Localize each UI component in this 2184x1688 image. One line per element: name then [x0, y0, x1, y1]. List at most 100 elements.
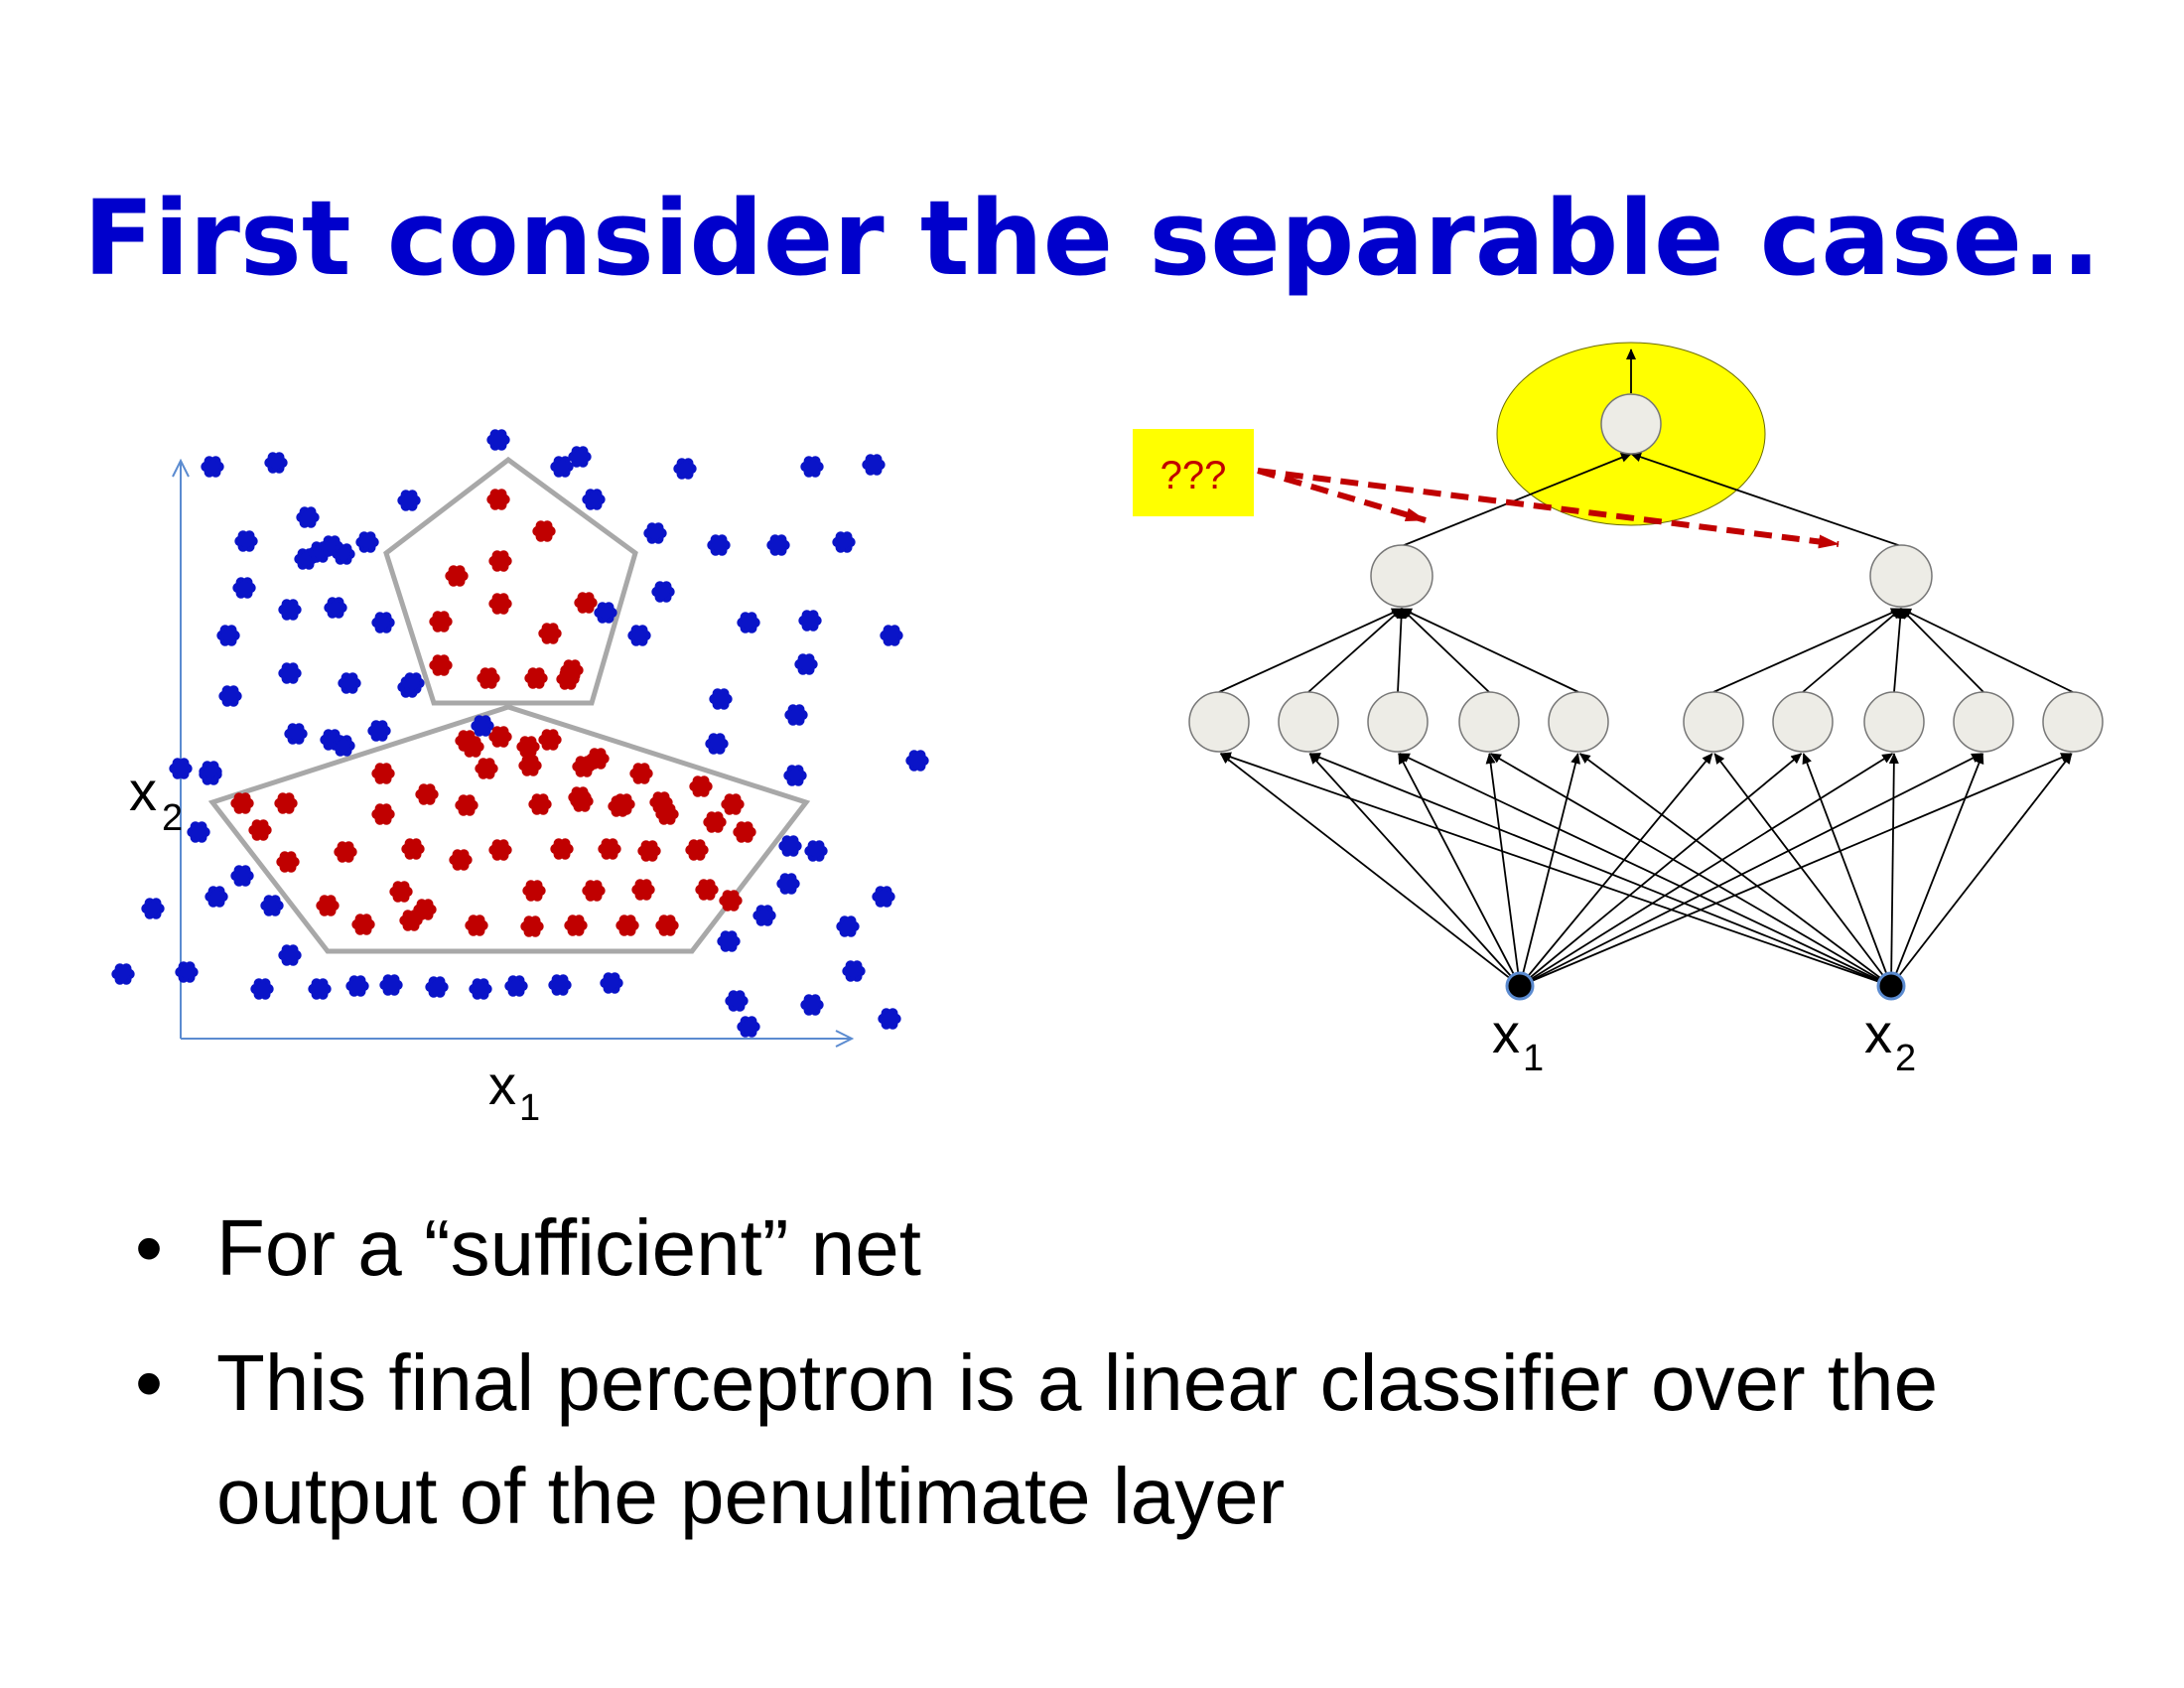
outside-class-point — [469, 978, 492, 1000]
inside-class-point — [568, 786, 592, 808]
inside-class-point — [351, 914, 375, 935]
outside-class-point — [709, 688, 733, 710]
inside-class-point — [230, 792, 254, 814]
outside-class-point — [379, 974, 403, 996]
penultimate-neuron — [1370, 544, 1433, 608]
hidden-to-penultimate-edge — [1900, 608, 1984, 693]
input-to-hidden-edge — [1398, 753, 1892, 987]
outside-class-point — [776, 873, 800, 895]
outside-class-point — [250, 978, 274, 1000]
inside-class-point — [401, 838, 425, 860]
input-to-hidden-edge — [1890, 753, 2073, 987]
outside-class-point — [199, 761, 222, 782]
inside-class-point — [538, 623, 562, 644]
outside-class-point — [804, 840, 828, 862]
bullet-dot: • — [135, 1203, 164, 1292]
input-to-hidden-edge — [1888, 753, 1899, 987]
scatter-plot: x 1 x 2 — [111, 429, 929, 1129]
inside-class-point — [455, 730, 478, 752]
inside-class-point — [655, 914, 679, 936]
inside-class-point — [574, 592, 598, 614]
outside-class-point — [905, 750, 929, 772]
decision-region-lower-pentagon — [207, 704, 811, 954]
bullet-item: • This final perceptron is a linear class… — [129, 1327, 2095, 1553]
penultimate-to-output-edge — [1630, 452, 1902, 547]
inside-class-point — [532, 520, 556, 542]
outside-class-point — [355, 531, 379, 553]
outside-class-point — [234, 530, 258, 552]
hidden-to-penultimate-edge — [1218, 608, 1403, 693]
outside-class-point — [800, 994, 824, 1016]
output-neuron — [1600, 393, 1662, 455]
outside-class-point — [425, 976, 449, 998]
inside-class-point — [455, 794, 478, 816]
inside-class-point — [703, 811, 727, 833]
outside-class-point — [737, 612, 760, 633]
outside-class-point — [471, 715, 494, 737]
bullet-list: • For a “sufficient” net • This final perc… — [129, 1192, 2095, 1575]
outside-class-point — [568, 446, 592, 468]
outside-class-point — [707, 534, 731, 556]
hidden-to-penultimate-edge — [1396, 608, 1407, 693]
inside-class-point — [488, 593, 512, 615]
inside-class-point — [488, 839, 512, 861]
outside-class-point — [308, 978, 332, 1000]
inside-class-point — [655, 803, 679, 825]
outside-class-point — [862, 454, 886, 476]
inside-class-point — [371, 763, 395, 784]
hidden-to-penultimate-edge — [1712, 608, 1902, 693]
inside-class-point — [524, 667, 548, 689]
outside-class-point — [582, 489, 606, 510]
inside-class-point — [429, 654, 453, 676]
outside-class-point — [332, 735, 355, 757]
bullet-text: This final perceptron is a linear classi… — [216, 1338, 1939, 1540]
input-to-hidden-edge — [1519, 753, 1803, 987]
outside-class-point — [600, 972, 623, 994]
inside-class-point — [629, 763, 653, 784]
hidden-neuron — [1863, 691, 1925, 753]
input-to-hidden-edge — [1308, 753, 1892, 987]
scatter-x-axis-label: x — [488, 1054, 516, 1116]
outside-class-point — [673, 458, 697, 480]
hidden-neuron — [1548, 691, 1609, 753]
inside-class-point — [556, 668, 580, 690]
outside-class-point — [324, 597, 347, 619]
bullet-text: For a “sufficient” net — [216, 1203, 921, 1292]
inside-class-point — [429, 611, 453, 633]
scatter-y-axis-sub: 2 — [162, 797, 183, 839]
outside-class-point — [284, 723, 308, 745]
outside-class-point — [836, 915, 860, 937]
outside-class-point — [548, 974, 572, 996]
network-neurons — [1188, 393, 2104, 1001]
outside-class-point — [486, 429, 510, 451]
input-to-hidden-edge — [1519, 753, 2073, 987]
outside-class-point — [752, 905, 776, 926]
inside-class-point — [475, 758, 498, 779]
outside-class-point — [737, 1016, 760, 1038]
hidden-to-penultimate-edge — [1307, 608, 1403, 693]
input-to-hidden-edge — [1308, 753, 1521, 987]
outside-class-point — [232, 577, 256, 599]
inside-class-point — [598, 838, 621, 860]
inside-class-point — [733, 821, 756, 843]
outside-class-point — [397, 490, 421, 511]
inside-class-point — [488, 726, 512, 748]
input-to-hidden-edge — [1519, 753, 1713, 987]
hidden-neuron — [1772, 691, 1834, 753]
inside-class-point — [721, 793, 745, 815]
outside-class-point — [783, 765, 807, 786]
penultimate-neuron — [1869, 544, 1933, 608]
outside-class-point — [800, 456, 824, 478]
outside-class-point — [371, 612, 395, 633]
outside-class-point — [872, 886, 895, 908]
outside-class-point — [798, 610, 822, 632]
outside-class-point — [345, 975, 369, 997]
input-node — [1505, 971, 1535, 1001]
outside-class-point — [332, 543, 355, 565]
inside-class-point — [415, 783, 439, 805]
outside-class-point — [880, 625, 903, 646]
input-to-hidden-edge — [1219, 753, 1521, 987]
inside-class-point — [449, 849, 473, 871]
outside-class-point — [766, 534, 790, 556]
